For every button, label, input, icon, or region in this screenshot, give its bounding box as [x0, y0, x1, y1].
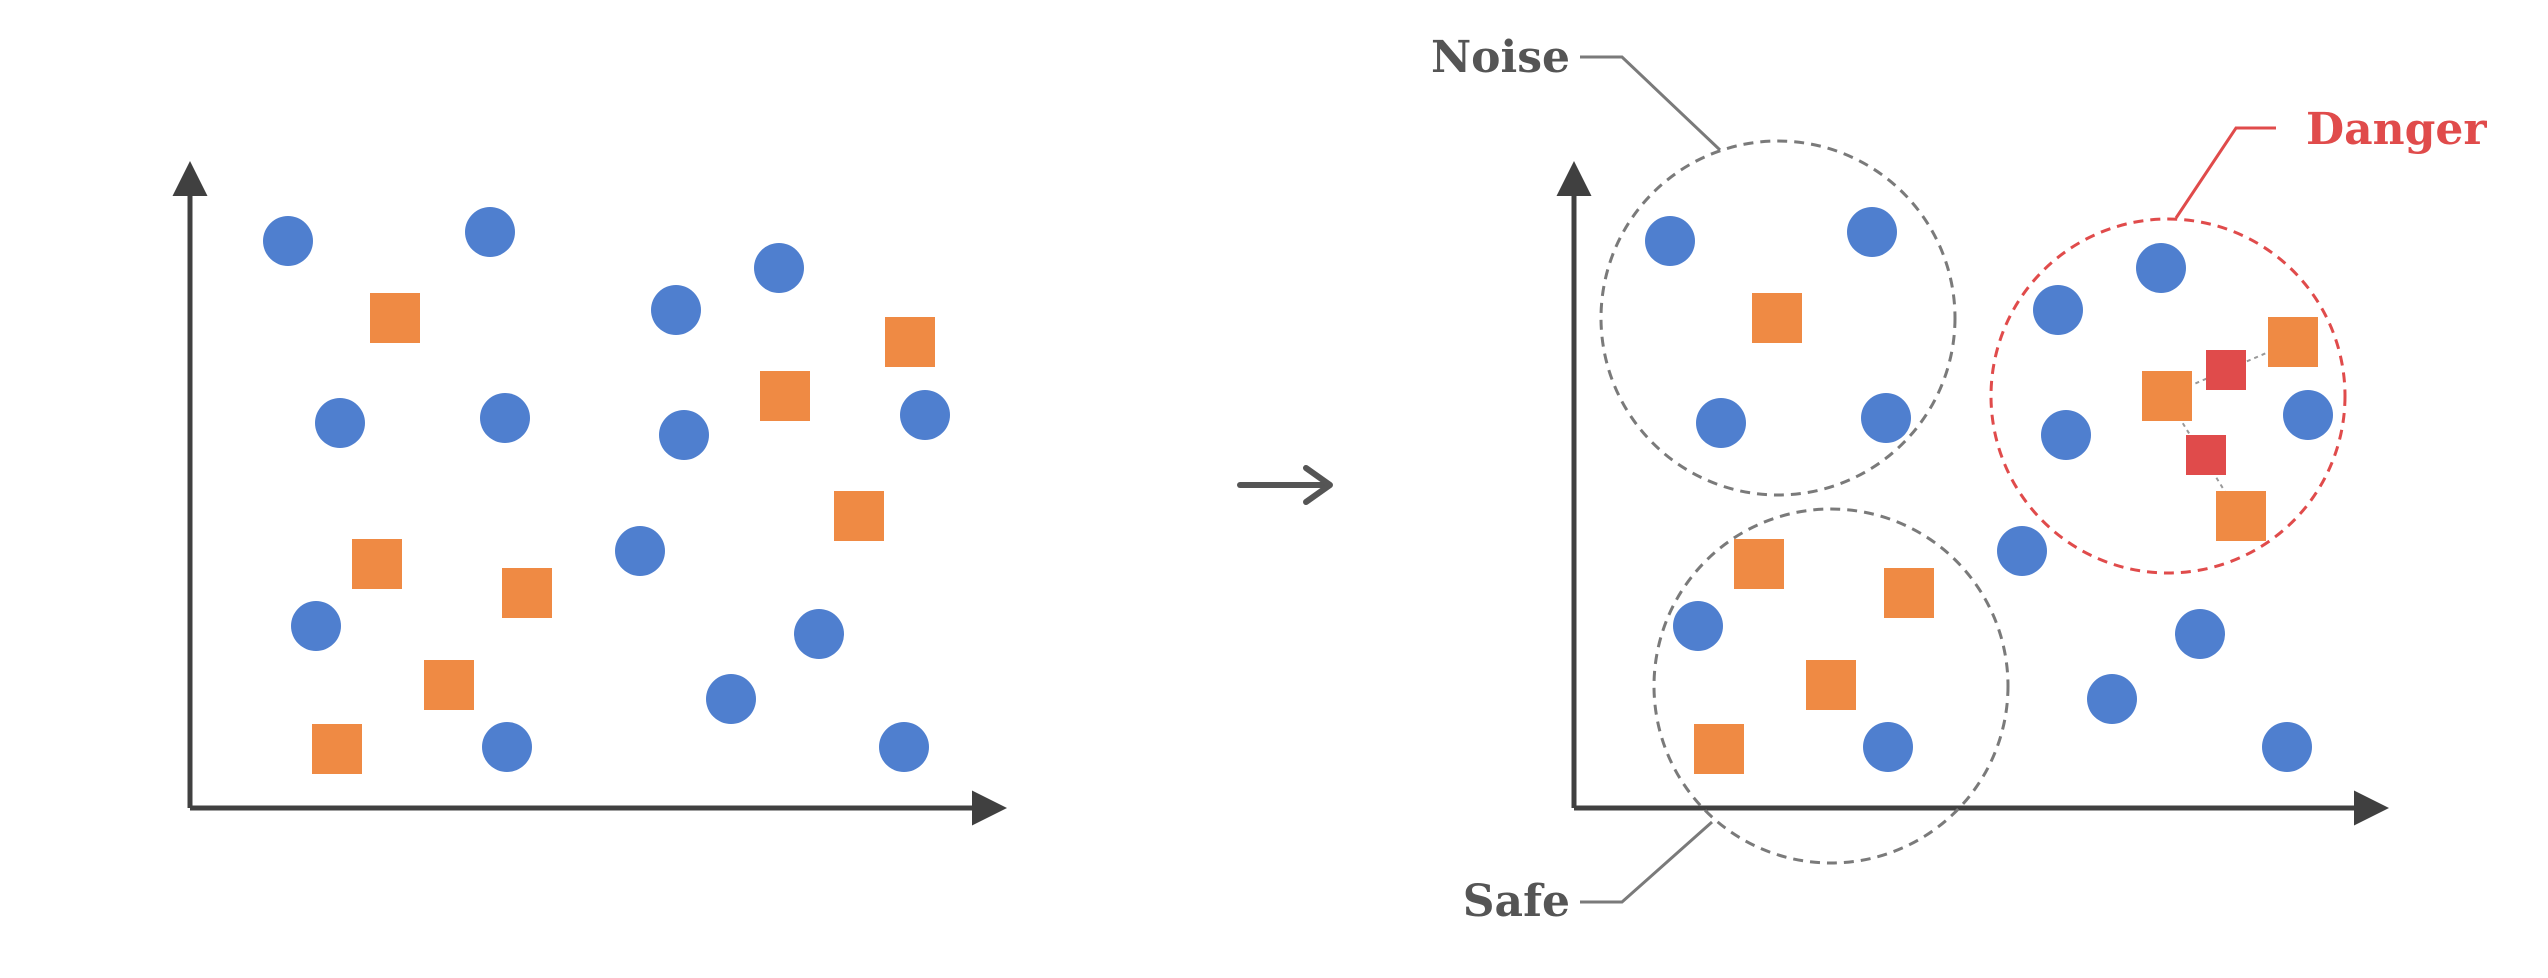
- left-circle-point: [659, 410, 709, 460]
- danger-region-ring: [1989, 217, 2347, 575]
- left-square-point: [370, 293, 420, 343]
- left-circle-point: [754, 243, 804, 293]
- right-circle-point: [1645, 216, 1695, 266]
- left-square-point: [424, 660, 474, 710]
- right-circle-point: [2041, 410, 2091, 460]
- right-circle-point: [1863, 722, 1913, 772]
- right-square-point: [2216, 491, 2266, 541]
- left-circle-point: [291, 601, 341, 651]
- right-circle-point: [2175, 609, 2225, 659]
- left-square-point: [885, 317, 935, 367]
- right-circle-point: [2136, 243, 2186, 293]
- synthetic-square-point: [2186, 435, 2226, 475]
- left-circle-point: [263, 216, 313, 266]
- right-circle-point: [1847, 207, 1897, 257]
- left-circle-point: [794, 609, 844, 659]
- right-square-point: [1752, 293, 1802, 343]
- right-circle-point: [2262, 722, 2312, 772]
- noise-label: Noise: [1431, 32, 1570, 83]
- right-arrow-icon: [1237, 465, 1333, 505]
- left-circle-point: [651, 285, 701, 335]
- left-square-point: [834, 491, 884, 541]
- right-circle-point: [1673, 601, 1723, 651]
- danger-label: Danger: [2306, 104, 2487, 155]
- right-circle-point: [1997, 526, 2047, 576]
- right-circle-point: [2087, 674, 2137, 724]
- right-square-point: [1884, 568, 1934, 618]
- left-circle-point: [900, 390, 950, 440]
- right-square-point: [1806, 660, 1856, 710]
- danger-callout-line: [2174, 126, 2276, 219]
- left-circle-point: [315, 398, 365, 448]
- right-circle-point: [2033, 285, 2083, 335]
- safe-callout-line: [1580, 820, 1713, 904]
- left-circle-point: [615, 526, 665, 576]
- right-square-point: [2268, 317, 2318, 367]
- right-panel: Noise Safe Danger: [1431, 32, 2487, 927]
- left-circle-point: [879, 722, 929, 772]
- right-circle-point: [1696, 398, 1746, 448]
- noise-region-ring: [1599, 139, 1957, 497]
- left-square-point: [760, 371, 810, 421]
- left-square-point: [502, 568, 552, 618]
- synthetic-square-point: [2206, 350, 2246, 390]
- left-panel: [172, 161, 1007, 826]
- right-circle-point: [1861, 393, 1911, 443]
- right-square-point: [1734, 539, 1784, 589]
- left-square-point: [312, 724, 362, 774]
- left-circle-point: [465, 207, 515, 257]
- right-square-point: [2142, 371, 2192, 421]
- noise-callout-line: [1580, 55, 1722, 152]
- left-circle-point: [480, 393, 530, 443]
- safe-region-ring: [1652, 507, 2010, 865]
- left-square-point: [352, 539, 402, 589]
- left-circle-point: [706, 674, 756, 724]
- left-circle-point: [482, 722, 532, 772]
- right-circle-point: [2283, 390, 2333, 440]
- right-square-point: [1694, 724, 1744, 774]
- safe-label: Safe: [1463, 876, 1570, 927]
